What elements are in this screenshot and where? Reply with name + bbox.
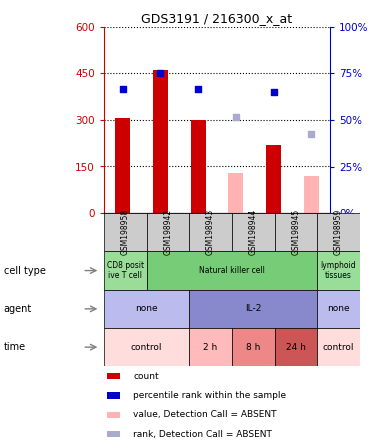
Bar xyxy=(191,120,206,213)
Bar xyxy=(189,213,232,251)
Text: 24 h: 24 h xyxy=(286,343,306,352)
Point xyxy=(308,131,314,138)
Text: 8 h: 8 h xyxy=(246,343,260,352)
Point xyxy=(195,85,201,92)
Bar xyxy=(107,412,119,418)
Text: none: none xyxy=(327,304,350,313)
Bar xyxy=(104,251,147,290)
Text: GSM198959: GSM198959 xyxy=(334,209,343,255)
Bar xyxy=(189,290,317,328)
Text: control: control xyxy=(323,343,354,352)
Bar xyxy=(189,328,232,366)
Point xyxy=(158,70,164,77)
Bar xyxy=(107,392,119,399)
Text: none: none xyxy=(135,304,158,313)
Bar xyxy=(107,431,119,437)
Text: IL-2: IL-2 xyxy=(245,304,262,313)
Text: CD8 posit
ive T cell: CD8 posit ive T cell xyxy=(106,261,144,280)
Text: GSM198958: GSM198958 xyxy=(121,209,130,255)
Bar xyxy=(275,328,317,366)
Bar xyxy=(115,119,130,213)
Text: GSM198943: GSM198943 xyxy=(206,209,215,255)
Text: GSM198944: GSM198944 xyxy=(249,209,258,255)
Bar xyxy=(147,213,189,251)
Text: control: control xyxy=(131,343,162,352)
Bar xyxy=(275,213,317,251)
Bar xyxy=(232,328,275,366)
Title: GDS3191 / 216300_x_at: GDS3191 / 216300_x_at xyxy=(141,12,293,25)
Text: GSM198945: GSM198945 xyxy=(291,209,301,255)
Text: value, Detection Call = ABSENT: value, Detection Call = ABSENT xyxy=(133,410,277,420)
Point xyxy=(271,88,277,95)
Bar xyxy=(147,251,317,290)
Text: count: count xyxy=(133,372,159,381)
Text: 2 h: 2 h xyxy=(203,343,218,352)
Bar xyxy=(107,373,119,379)
Bar xyxy=(153,70,168,213)
Bar xyxy=(304,176,319,213)
Text: cell type: cell type xyxy=(4,266,46,276)
Point xyxy=(120,85,126,92)
Bar xyxy=(232,213,275,251)
Text: agent: agent xyxy=(4,304,32,314)
Bar xyxy=(317,213,360,251)
Text: Natural killer cell: Natural killer cell xyxy=(199,266,265,275)
Text: percentile rank within the sample: percentile rank within the sample xyxy=(133,391,286,400)
Point xyxy=(233,113,239,120)
Bar xyxy=(317,328,360,366)
Text: rank, Detection Call = ABSENT: rank, Detection Call = ABSENT xyxy=(133,430,272,439)
Text: lymphoid
tissues: lymphoid tissues xyxy=(321,261,357,280)
Bar xyxy=(104,328,189,366)
Bar xyxy=(104,290,189,328)
Bar xyxy=(229,173,243,213)
Text: time: time xyxy=(4,342,26,352)
Bar xyxy=(317,251,360,290)
Bar xyxy=(317,290,360,328)
Bar xyxy=(266,145,281,213)
Text: GSM198942: GSM198942 xyxy=(163,209,173,255)
Bar xyxy=(104,213,147,251)
